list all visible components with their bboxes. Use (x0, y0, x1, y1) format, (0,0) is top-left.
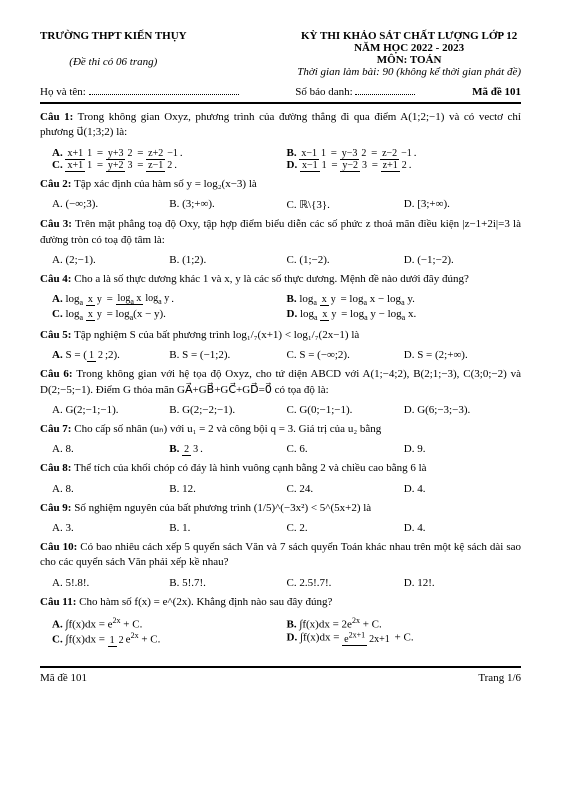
page-footer: Mã đề 101 Trang 1/6 (40, 666, 521, 684)
q11-opt-c: C. ∫f(x)dx = 12e2x + C. (52, 631, 287, 646)
exam-title: KỲ THI KHẢO SÁT CHẤT LƯỢNG LỚP 12 (297, 30, 521, 42)
q11-options: A. ∫f(x)dx = e2x + C. B. ∫f(x)dx = 2e2x … (52, 616, 521, 645)
q10-opt-b: B. 5!.7!. (169, 577, 286, 589)
name-field: Họ và tên: (40, 86, 239, 98)
info-row: Họ và tên: Số báo danh: Mã đề 101 (40, 86, 521, 104)
q9-opt-d: D. 4. (404, 522, 521, 534)
q9-opt-b: B. 1. (169, 522, 286, 534)
q8-opt-b: B. 12. (169, 483, 286, 495)
q11-opt-b: B. ∫f(x)dx = 2e2x + C. (287, 616, 522, 631)
q8-options: A. 8. B. 12. C. 24. D. 4. (52, 483, 521, 495)
q7-opt-b: B. 23. (169, 443, 286, 455)
q2-opt-b: B. (3;+∞). (169, 198, 286, 211)
q2-options: A. (−∞;3). B. (3;+∞). C. ℝ\{3}. D. [3;+∞… (52, 198, 521, 211)
q4-opt-b: B. loga xy = loga x − loga y. (287, 293, 522, 307)
exam-block: KỲ THI KHẢO SÁT CHẤT LƯỢNG LỚP 12 NĂM HỌ… (297, 30, 521, 78)
q7-opt-a: A. 8. (52, 443, 169, 455)
q3-options: A. (2;−1). B. (1;2). C. (1;−2). D. (−1;−… (52, 254, 521, 266)
question-4: Câu 4: Cho a là số thực dương khác 1 và … (40, 272, 521, 287)
q9-options: A. 3. B. 1. C. 2. D. 4. (52, 522, 521, 534)
exam-code: Mã đề 101 (472, 86, 521, 98)
q2-opt-a: A. (−∞;3). (52, 198, 169, 211)
q8-opt-c: C. 24. (287, 483, 404, 495)
sbd-field: Số báo danh: (295, 86, 415, 98)
q8-opt-d: D. 4. (404, 483, 521, 495)
sbd-dotted (355, 94, 415, 95)
q8-opt-a: A. 8. (52, 483, 169, 495)
q7-options: A. 8. B. 23. C. 6. D. 9. (52, 443, 521, 455)
q3-opt-a: A. (2;−1). (52, 254, 169, 266)
q10-opt-c: C. 2.5!.7!. (287, 577, 404, 589)
question-10: Câu 10: Có bao nhiêu cách xếp 5 quyển sá… (40, 540, 521, 571)
name-dotted (89, 94, 239, 95)
q6-opt-b: B. G(2;−2;−1). (169, 404, 286, 416)
q4-opt-c: C. loga xy = loga(x − y). (52, 308, 287, 322)
q5-options: A. S = (12;2). B. S = (−1;2). C. S = (−∞… (52, 349, 521, 361)
question-3: Câu 3: Trên mặt phẳng toạ độ Oxy, tập hợ… (40, 217, 521, 248)
q10-opt-a: A. 5!.8!. (52, 577, 169, 589)
q1-opt-c: C. x+11 = y+23 = z−12. (52, 159, 287, 171)
q1-options: A. x+11 = y+32 = z+2−1. B. x−11 = y−32 =… (52, 147, 521, 171)
q6-opt-d: D. G(6;−3;−3). (404, 404, 521, 416)
question-8: Câu 8: Thể tích của khối chóp có đáy là … (40, 461, 521, 476)
q10-opt-d: D. 12!. (404, 577, 521, 589)
q3-opt-c: C. (1;−2). (287, 254, 404, 266)
question-7: Câu 7: Cho cấp số nhân (uₙ) với u₁ = 2 v… (40, 422, 521, 437)
q2-opt-c: C. ℝ\{3}. (287, 198, 404, 211)
q1-opt-b: B. x−11 = y−32 = z−2−1. (287, 147, 522, 159)
q5-opt-b: B. S = (−1;2). (169, 349, 286, 361)
q7-opt-c: C. 6. (287, 443, 404, 455)
q11-opt-a: A. ∫f(x)dx = e2x + C. (52, 616, 287, 631)
q2-opt-d: D. [3;+∞). (404, 198, 521, 211)
q5-opt-a: A. S = (12;2). (52, 349, 169, 361)
q3-opt-d: D. (−1;−2). (404, 254, 521, 266)
q3-opt-b: B. (1;2). (169, 254, 286, 266)
q1-opt-a: A. x+11 = y+32 = z+2−1. (52, 147, 287, 159)
q5-opt-c: C. S = (−∞;2). (287, 349, 404, 361)
q4-options: A. loga xy = loga xloga y. B. loga xy = … (52, 293, 521, 321)
exam-year: NĂM HỌC 2022 - 2023 (297, 42, 521, 54)
question-5: Câu 5: Tập nghiệm S của bất phương trình… (40, 328, 521, 343)
q10-options: A. 5!.8!. B. 5!.7!. C. 2.5!.7!. D. 12!. (52, 577, 521, 589)
school-name: TRƯỜNG THPT KIẾN THỤY (40, 30, 187, 42)
q7-opt-d: D. 9. (404, 443, 521, 455)
footer-code: Mã đề 101 (40, 672, 87, 684)
q6-opt-c: C. G(0;−1;−1). (287, 404, 404, 416)
q9-opt-a: A. 3. (52, 522, 169, 534)
q5-opt-d: D. S = (2;+∞). (404, 349, 521, 361)
pages-note: (Đề thi có 06 trang) (40, 56, 187, 68)
question-6: Câu 6: Trong không gian với hệ tọa độ Ox… (40, 367, 521, 398)
q6-opt-a: A. G(2;−1;−1). (52, 404, 169, 416)
footer-page: Trang 1/6 (478, 672, 521, 684)
question-1: Câu 1: Trong không gian Oxyz, phương trì… (40, 110, 521, 141)
exam-subject: MÔN: TOÁN (297, 54, 521, 66)
q6-options: A. G(2;−1;−1). B. G(2;−2;−1). C. G(0;−1;… (52, 404, 521, 416)
q9-opt-c: C. 2. (287, 522, 404, 534)
q4-opt-a: A. loga xy = loga xloga y. (52, 293, 287, 307)
q4-opt-d: D. loga xy = loga y − loga x. (287, 308, 522, 322)
q11-opt-d: D. ∫f(x)dx = e2x+12x+1 + C. (287, 631, 522, 646)
question-9: Câu 9: Số nghiệm nguyên của bất phương t… (40, 501, 521, 516)
page-header: TRƯỜNG THPT KIẾN THỤY (Đề thi có 06 tran… (40, 30, 521, 78)
q1-opt-d: D. x−11 = y−23 = z+12. (287, 159, 522, 171)
question-11: Câu 11: Cho hàm số f(x) = e^(2x). Khẳng … (40, 595, 521, 610)
question-2: Câu 2: Tập xác định của hàm số y = log₂(… (40, 177, 521, 192)
school-block: TRƯỜNG THPT KIẾN THỤY (Đề thi có 06 tran… (40, 30, 187, 78)
time-note: Thời gian làm bài: 90 (không kể thời gia… (297, 66, 521, 78)
